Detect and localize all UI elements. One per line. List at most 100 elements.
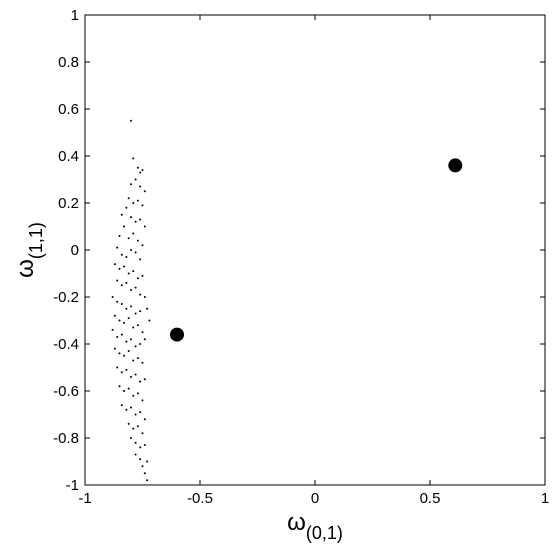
scatter-point <box>125 281 128 284</box>
scatter-point <box>141 399 144 402</box>
scatter-point <box>120 284 123 287</box>
scatter-point <box>127 197 130 200</box>
scatter-point <box>139 446 142 449</box>
scatter-point <box>143 225 146 228</box>
scatter-point <box>143 378 146 381</box>
y-tick-label: -0.8 <box>53 430 79 447</box>
scatter-point <box>130 249 132 251</box>
scatter-point <box>127 272 130 275</box>
scatter-point <box>141 432 144 435</box>
scatter-point <box>132 232 135 235</box>
y-tick-label: -0.4 <box>53 336 79 353</box>
scatter-point <box>134 345 137 348</box>
scatter-point <box>130 216 132 219</box>
scatter-point <box>130 119 132 122</box>
y-tick-label: -0.6 <box>53 383 79 400</box>
scatter-point <box>134 373 137 376</box>
scatter-point <box>127 387 130 390</box>
scatter-point <box>111 328 114 331</box>
scatter-point <box>118 234 121 237</box>
scatter-point <box>111 296 114 298</box>
y-tick-label: -1 <box>66 477 79 494</box>
scatter-point <box>139 380 142 383</box>
y-label-subscript: (1,1) <box>26 222 46 259</box>
scatter-point <box>143 338 146 341</box>
scatter-point <box>139 310 142 313</box>
scatter-point <box>141 361 144 364</box>
y-tick-label: 0.8 <box>58 54 79 71</box>
scatter-point <box>116 246 119 249</box>
scatter-point <box>132 427 135 430</box>
scatter-point <box>132 202 135 204</box>
scatter-point <box>141 169 144 172</box>
scatter-point <box>125 206 128 209</box>
scatter-point <box>113 314 116 317</box>
scatter-point <box>132 270 135 273</box>
scatter-point <box>116 279 119 282</box>
scatter-point <box>134 286 137 289</box>
scatter-point <box>120 213 123 216</box>
scatter-point <box>141 465 144 468</box>
scatter-point <box>125 340 128 343</box>
x-tick-label: -1 <box>78 490 91 507</box>
scatter-point <box>118 319 121 322</box>
y-axis-label: ω(1,1) <box>12 222 46 278</box>
x-label-symbol: ω <box>287 509 306 536</box>
scatter-point <box>125 408 128 411</box>
scatter-point <box>116 300 119 303</box>
scatter-point <box>136 357 139 360</box>
scatter-point <box>130 338 132 341</box>
scatter-point <box>113 347 116 350</box>
scatter-point <box>134 312 137 315</box>
scatter-point <box>123 225 126 228</box>
scatter-point <box>130 437 132 439</box>
scatter-point <box>134 413 137 416</box>
scatter-point <box>130 183 132 186</box>
scatter-point <box>130 406 132 409</box>
scatter-point <box>141 244 144 247</box>
plot-frame <box>84 14 546 486</box>
x-tick-label: 0 <box>311 490 319 507</box>
y-tick-label: 1 <box>71 7 79 24</box>
scatter-point <box>127 317 130 320</box>
scatter-point <box>120 333 123 336</box>
scatter-point <box>141 204 144 207</box>
scatter-point <box>116 335 119 338</box>
scatter-point <box>139 185 142 188</box>
x-tick-label: 1 <box>541 490 549 507</box>
scatter-point <box>134 453 137 456</box>
x-axis-label: ω(0,1) <box>287 509 343 543</box>
scatter-point <box>123 265 126 268</box>
scatter-point <box>136 239 139 242</box>
scatter-point <box>116 366 119 369</box>
scatter-point <box>146 460 149 463</box>
scatter-point <box>170 327 184 342</box>
scatter-point <box>120 371 123 374</box>
y-tick-label: -0.2 <box>53 289 79 306</box>
scatter-point <box>136 277 139 280</box>
scatter-point <box>118 385 121 388</box>
scatter-point <box>132 326 135 329</box>
scatter-point <box>127 350 130 353</box>
scatter-point <box>448 158 463 173</box>
scatter-point <box>120 303 123 306</box>
scatter-point <box>146 479 149 482</box>
scatter-point <box>143 472 146 475</box>
scatter-point <box>123 390 126 392</box>
y-label-symbol: ω <box>12 259 39 278</box>
scatter-point <box>132 359 135 362</box>
scatter-point <box>130 288 132 291</box>
scatter-point <box>127 237 130 240</box>
scatter-point <box>139 171 142 174</box>
scatter-point <box>120 253 123 256</box>
scatter-point <box>132 157 135 160</box>
scatter-point <box>143 444 146 447</box>
scatter-point <box>136 199 139 202</box>
scatter-point <box>143 190 146 193</box>
scatter-point <box>132 394 135 397</box>
scatter-point <box>134 178 137 181</box>
scatter-point <box>123 354 126 357</box>
scatter-point <box>127 422 130 425</box>
scatter-point <box>136 324 139 327</box>
